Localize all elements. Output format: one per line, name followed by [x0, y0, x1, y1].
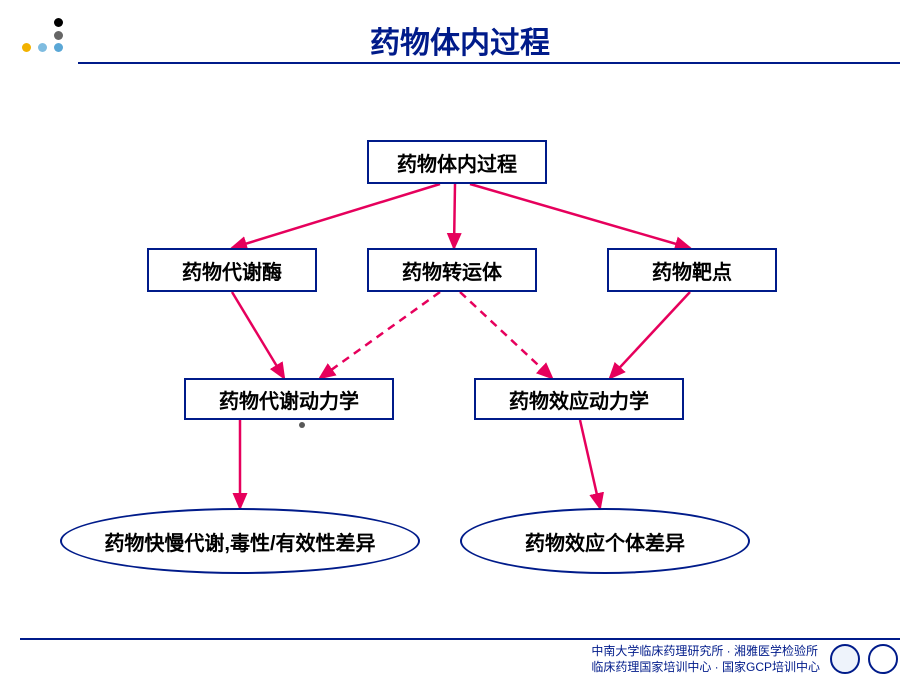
node-n2: 药物转运体 [367, 248, 537, 292]
slide-root: 药物体内过程 药物体内过程药物代谢酶 药物转运体 药物靶点药物代谢动力学 药物效应动力… [0, 0, 920, 690]
page-title: 药物体内过程 [0, 18, 920, 62]
footer-text: 中南大学临床药理研究所 · 湘雅医学检验所 临床药理国家培训中心 · 国家GCP… [591, 644, 820, 675]
footer-divider [20, 638, 900, 640]
bullet-dot [299, 422, 305, 428]
footer-logo-1 [830, 644, 860, 674]
flow-edge [320, 292, 440, 378]
footer-logo-2 [868, 644, 898, 674]
flow-edge [580, 420, 600, 508]
node-n3: 药物靶点 [607, 248, 777, 292]
flow-edge [460, 292, 552, 378]
flow-edge [232, 292, 284, 378]
footer-line1: 中南大学临床药理研究所 · 湘雅医学检验所 [591, 644, 820, 660]
flow-edge [454, 184, 455, 248]
node-n5: 药物效应动力学 [474, 378, 684, 420]
node-root: 药物体内过程 [367, 140, 547, 184]
node-e2: 药物效应个体差异 [460, 508, 750, 574]
title-underline [78, 62, 900, 64]
flowchart: 药物体内过程药物代谢酶 药物转运体 药物靶点药物代谢动力学 药物效应动力学药物快慢代谢… [0, 80, 920, 600]
node-e1: 药物快慢代谢,毒性/有效性差异 [60, 508, 420, 574]
flow-edge [232, 184, 440, 248]
flow-edge [610, 292, 690, 378]
node-n4: 药物代谢动力学 [184, 378, 394, 420]
footer-line2: 临床药理国家培训中心 · 国家GCP培训中心 [591, 660, 820, 676]
flow-edge [470, 184, 690, 248]
node-n1: 药物代谢酶 [147, 248, 317, 292]
